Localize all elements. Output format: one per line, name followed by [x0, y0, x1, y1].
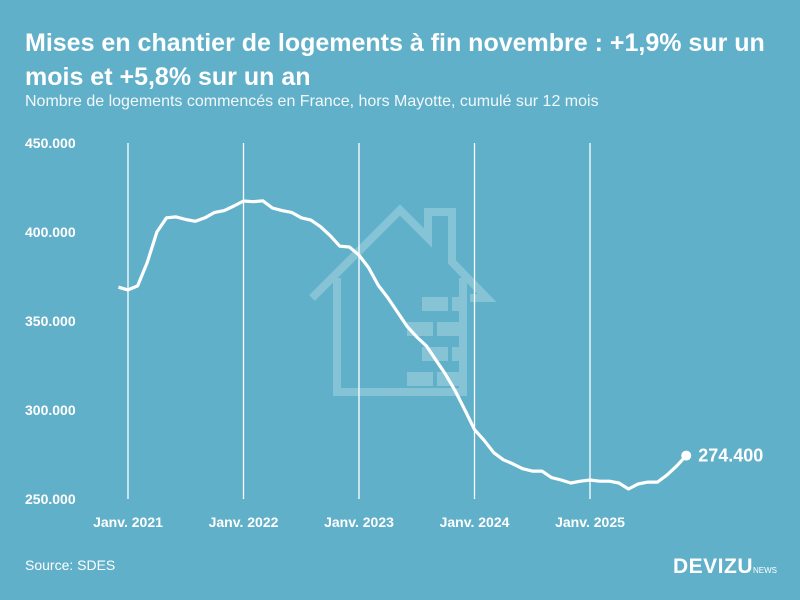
source-note: Source: SDES: [25, 557, 116, 573]
series-line: [117, 199, 688, 491]
x-tick-label: Janv. 2022: [209, 514, 279, 530]
y-tick-label: 350.000: [25, 313, 76, 329]
x-tick-label: Janv. 2024: [440, 514, 510, 530]
y-tick-label: 300.000: [25, 402, 76, 418]
x-tick-label: Janv. 2023: [324, 514, 394, 530]
x-tick-label: Janv. 2021: [93, 514, 163, 530]
chart-title: Mises en chantier de logements à fin nov…: [25, 29, 765, 91]
last-point-marker: [681, 450, 692, 461]
x-tick-label: Janv. 2025: [555, 514, 625, 530]
y-tick-label: 400.000: [25, 224, 76, 240]
logo-main: DEVIZU: [673, 555, 754, 578]
y-tick-label: 450.000: [25, 135, 76, 151]
y-tick-label: 250.000: [25, 491, 76, 507]
logo-suffix: NEWS: [753, 566, 778, 575]
chart-subtitle: Nombre de logements commencés en France,…: [25, 93, 599, 110]
devizu-logo: DEVIZUNEWS: [673, 555, 777, 579]
last-value-label: 274.400: [698, 446, 763, 466]
house-brick-icon: [309, 204, 497, 396]
